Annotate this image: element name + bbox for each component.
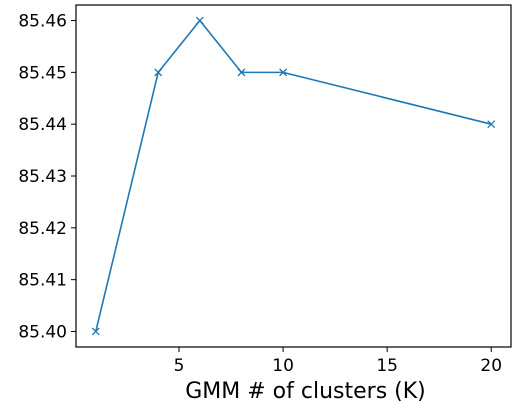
series-layer (91, 16, 496, 336)
x-axis-label: GMM # of clusters (K) (185, 379, 426, 403)
data-point-marker (279, 68, 288, 77)
series-line (94, 19, 492, 332)
y-tick-label: 85.46 (18, 12, 67, 32)
plot-frame (75, 4, 512, 348)
x-tick-label: 10 (272, 356, 294, 376)
data-point-marker (154, 68, 163, 77)
x-tick-label: 20 (480, 356, 502, 376)
data-point-marker (487, 120, 496, 129)
y-tick-label: 85.40 (18, 322, 67, 342)
data-point-marker (195, 16, 204, 25)
y-tick-label: 85.44 (18, 115, 67, 135)
y-tick-label: 85.45 (18, 63, 67, 83)
data-point-marker (91, 327, 100, 336)
x-tick-label: 15 (376, 356, 398, 376)
y-axis: 85.40 85.41 85.42 85.43 85.44 85.45 85.46 (18, 12, 76, 342)
y-tick-label: 85.41 (18, 271, 67, 291)
x-axis: 5 10 15 20 (174, 347, 502, 376)
y-tick-label: 85.43 (18, 167, 67, 187)
data-point-marker (237, 68, 246, 77)
x-tick-label: 5 (174, 356, 185, 376)
y-tick-label: 85.42 (18, 219, 67, 239)
